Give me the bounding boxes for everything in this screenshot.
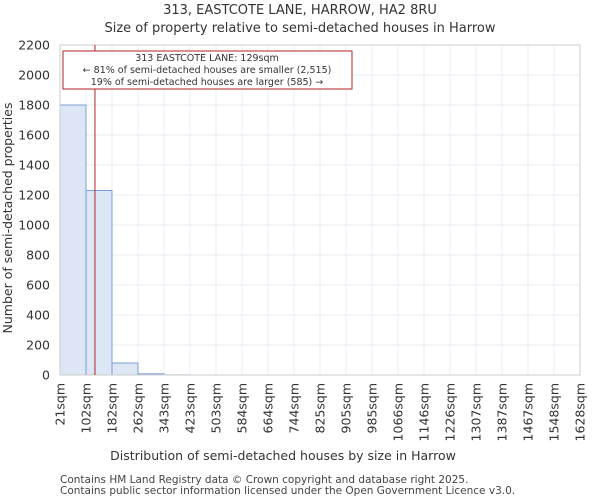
chart-subtitle: Size of property relative to semi-detach…	[104, 21, 496, 36]
x-tick-label: 102sqm	[79, 383, 94, 433]
annotation-line-3: 19% of semi-detached houses are larger (…	[91, 77, 324, 88]
grid	[59, 44, 581, 376]
y-tick-label: 1600	[18, 128, 50, 143]
x-tick-label: 1146sqm	[417, 383, 432, 441]
y-tick-label: 600	[26, 278, 50, 293]
x-tick-label: 1066sqm	[391, 383, 406, 441]
bar-21sqm	[59, 104, 87, 376]
x-tick-label: 1307sqm	[469, 383, 484, 441]
y-tick-label: 1000	[18, 218, 50, 233]
x-tick-label: 262sqm	[131, 383, 146, 433]
x-tick-label: 343sqm	[157, 383, 172, 433]
x-tick-label: 664sqm	[261, 383, 276, 433]
y-tick-label: 1800	[18, 98, 50, 113]
x-tick-label: 825sqm	[313, 383, 328, 433]
footer-copyright: Contains HM Land Registry data © Crown c…	[60, 474, 469, 486]
annotation-box: 313 EASTCOTE LANE: 129sqm ← 81% of semi-…	[62, 50, 353, 90]
y-tick-label: 2200	[18, 38, 50, 53]
annotation-line-1: 313 EASTCOTE LANE: 129sqm	[135, 53, 279, 64]
x-axis-label: Distribution of semi-detached houses by …	[110, 448, 456, 463]
bar-102sqm	[85, 190, 113, 376]
x-tick-label: 1226sqm	[443, 383, 458, 441]
x-tick-label: 1387sqm	[495, 383, 510, 441]
y-tick-label: 800	[26, 248, 50, 263]
x-tick-label: 21sqm	[53, 383, 68, 426]
y-tick-label: 1400	[18, 158, 50, 173]
bars	[59, 104, 191, 376]
y-tick-label: 200	[26, 338, 50, 353]
x-tick-label: 503sqm	[209, 383, 224, 433]
x-tick-label: 423sqm	[183, 383, 198, 433]
y-tick-label: 2000	[18, 68, 50, 83]
x-tick-label: 182sqm	[105, 383, 120, 433]
annotation-frame	[62, 50, 353, 90]
x-tick-label: 744sqm	[287, 383, 302, 433]
x-tick-label: 584sqm	[235, 383, 250, 433]
y-tick-label: 400	[26, 308, 50, 323]
y-tick-label: 1200	[18, 188, 50, 203]
x-axis-ticks: 21sqm 102sqm 182sqm 262sqm 343sqm 423sqm 503sq…	[53, 383, 588, 441]
x-tick-label: 1467sqm	[521, 383, 536, 441]
plot-frame	[59, 44, 581, 376]
chart-title: 313, EASTCOTE LANE, HARROW, HA2 8RU	[163, 3, 437, 18]
annotation-line-2: ← 81% of semi-detached houses are smalle…	[83, 65, 332, 76]
x-tick-label: 1548sqm	[547, 383, 562, 441]
y-axis-ticks: 0 200 400 600 800 1000 1200 1400 1600 1800 2000 220…	[18, 38, 50, 383]
footer-licence: Contains public sector information licen…	[60, 485, 516, 497]
x-tick-label: 1628sqm	[573, 383, 588, 441]
bar-182sqm	[111, 362, 139, 376]
y-axis-label: Number of semi-detached properties	[0, 103, 15, 334]
y-tick-label: 0	[42, 368, 50, 383]
x-tick-label: 985sqm	[365, 383, 380, 433]
x-tick-label: 905sqm	[339, 383, 354, 433]
